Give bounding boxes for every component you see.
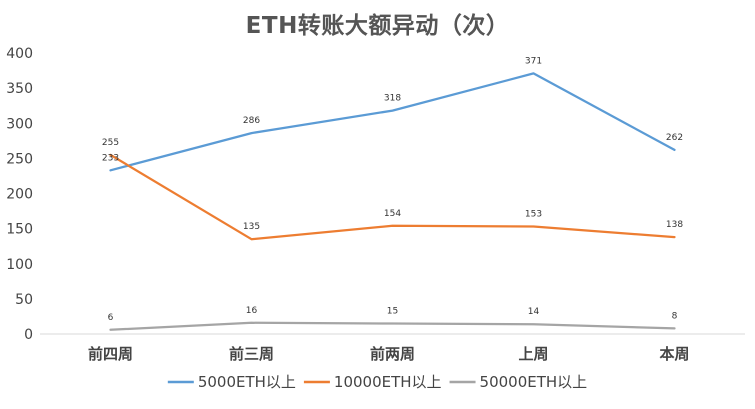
y-tick-label: 350 xyxy=(6,81,33,97)
legend: 5000ETH以上 10000ETH以上 50000ETH以上 xyxy=(167,373,588,391)
data-label: 138 xyxy=(666,220,683,230)
x-tick-label: 上周 xyxy=(518,345,548,363)
y-tick-label: 400 xyxy=(6,46,33,62)
data-label: 6 xyxy=(108,313,114,323)
data-label: 8 xyxy=(672,311,678,321)
y-tick-label: 50 xyxy=(15,292,33,308)
legend-item-1: 5000ETH以上 xyxy=(167,373,296,391)
series-line-3 xyxy=(109,321,676,331)
data-label: 371 xyxy=(525,56,542,66)
x-tick-label: 前两周 xyxy=(370,345,415,363)
series-line-2 xyxy=(109,153,676,241)
y-tick-label: 200 xyxy=(6,187,33,203)
legend-label: 50000ETH以上 xyxy=(480,373,588,391)
legend-label: 5000ETH以上 xyxy=(198,373,296,391)
data-label: 286 xyxy=(243,116,260,126)
series-layer xyxy=(109,72,676,331)
data-label: 233 xyxy=(102,153,119,163)
data-label: 255 xyxy=(102,138,119,148)
data-label: 262 xyxy=(666,133,683,143)
x-tick-label: 本周 xyxy=(659,345,689,363)
y-tick-label: 250 xyxy=(6,151,33,167)
axes-layer: 0 50 100 150 200 250 300 350 400 前四周 前三周 前两周 上周 本周 xyxy=(6,46,745,363)
data-label: 153 xyxy=(525,210,542,220)
data-label: 16 xyxy=(246,306,258,316)
x-tick-label: 前三周 xyxy=(229,345,274,363)
series-line-1 xyxy=(109,72,676,172)
x-tick-label: 前四周 xyxy=(88,345,133,363)
legend-item-3: 50000ETH以上 xyxy=(449,373,588,391)
data-labels-layer: 233 286 318 371 262 255 135 154 153 138 6 16 15 14 8 xyxy=(102,56,683,322)
data-label: 14 xyxy=(528,307,540,317)
data-label: 15 xyxy=(387,306,398,316)
data-label: 135 xyxy=(243,222,260,232)
data-label: 318 xyxy=(384,94,401,104)
legend-item-2: 10000ETH以上 xyxy=(303,373,442,391)
legend-label: 10000ETH以上 xyxy=(334,373,442,391)
y-tick-label: 300 xyxy=(6,116,33,132)
y-tick-label: 150 xyxy=(6,222,33,238)
data-label: 154 xyxy=(384,209,401,219)
y-tick-label: 100 xyxy=(6,257,33,273)
y-tick-label: 0 xyxy=(24,327,33,343)
chart-title: ETH转账大额异动（次） xyxy=(245,13,510,39)
